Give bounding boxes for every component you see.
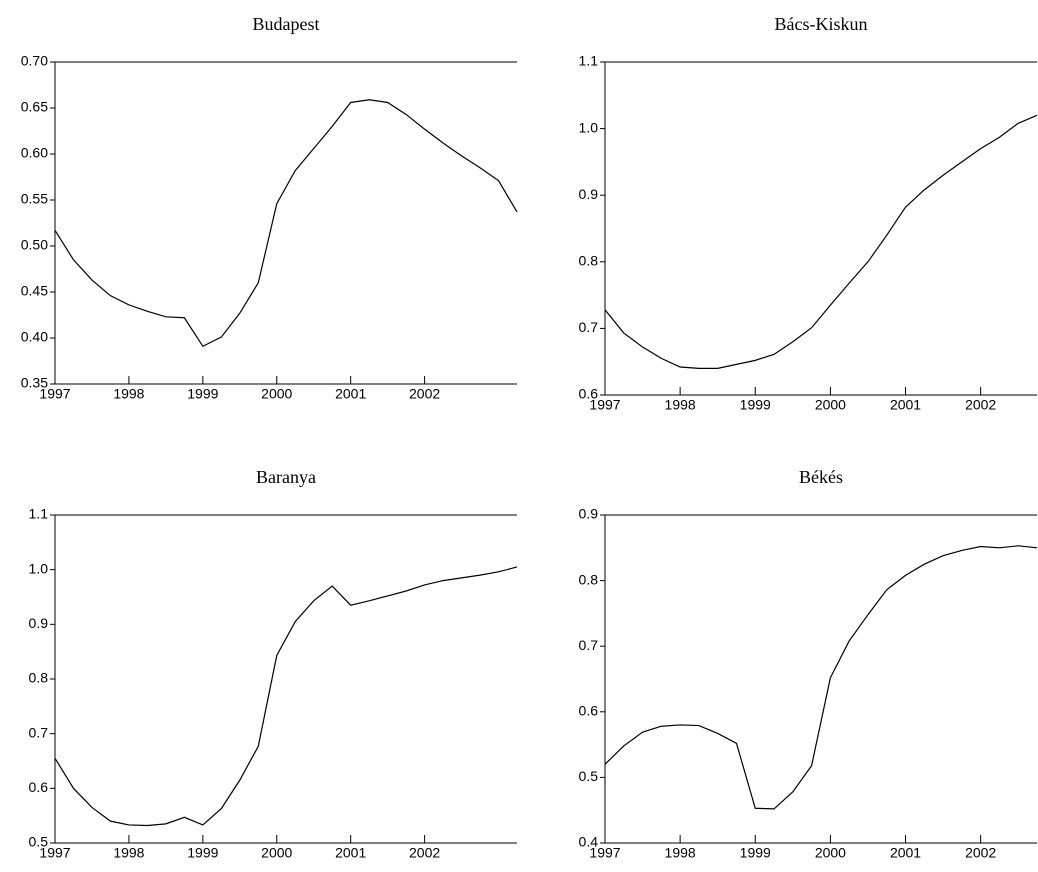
x-tick-label: 2000 [815,845,846,861]
y-tick-label: 0.6 [29,779,49,795]
y-tick-label: 1.0 [29,560,49,576]
chart-title: Bács-Kiskun [775,14,868,34]
y-tick-label: 0.50 [21,237,48,253]
y-tick-label: 1.1 [579,53,599,69]
x-tick-label: 1999 [740,845,771,861]
chart-title: Budapest [253,14,320,34]
y-tick-label: 0.9 [29,615,49,631]
x-tick-label: 2002 [409,845,440,861]
y-tick-label: 0.8 [579,253,599,269]
y-tick-label: 0.6 [579,386,599,402]
x-tick-label: 2001 [890,397,921,413]
y-tick-label: 0.35 [21,375,48,391]
y-tick-label: 0.5 [579,768,599,784]
x-tick-label: 1998 [665,845,696,861]
x-tick-label: 2000 [261,845,292,861]
x-tick-label: 2001 [335,386,366,402]
x-tick-label: 1998 [113,386,144,402]
y-tick-label: 0.55 [21,191,48,207]
y-tick-label: 0.5 [29,834,49,850]
x-tick-label: 1999 [187,386,218,402]
y-tick-label: 0.70 [21,53,48,69]
x-tick-label: 1997 [589,397,620,413]
y-tick-label: 0.4 [579,834,599,850]
y-tick-label: 0.9 [579,506,599,522]
data-line [604,545,1038,810]
x-tick-label: 1997 [39,386,70,402]
data-line [54,566,518,827]
chart-title: Békés [799,467,843,487]
y-tick-label: 0.8 [579,571,599,587]
y-tick-label: 0.45 [21,283,48,299]
x-tick-label: 2001 [890,845,921,861]
y-tick-label: 0.9 [579,186,599,202]
y-tick-label: 0.40 [21,329,48,345]
y-tick-label: 0.6 [579,703,599,719]
data-line [54,99,518,348]
x-tick-label: 2001 [335,845,366,861]
y-tick-label: 1.1 [29,506,49,522]
x-tick-label: 1999 [187,845,218,861]
y-tick-label: 0.60 [21,145,48,161]
x-tick-label: 2000 [261,386,292,402]
x-tick-label: 1997 [39,845,70,861]
data-line [604,114,1038,369]
x-tick-label: 2000 [815,397,846,413]
x-tick-label: 1999 [740,397,771,413]
y-tick-label: 0.7 [579,637,599,653]
y-tick-label: 0.7 [579,319,599,335]
x-tick-label: 2002 [965,397,996,413]
y-tick-label: 0.8 [29,670,49,686]
x-tick-label: 2002 [409,386,440,402]
y-tick-label: 0.7 [29,724,49,740]
x-tick-label: 2002 [965,845,996,861]
x-tick-label: 1998 [113,845,144,861]
x-tick-label: 1997 [589,845,620,861]
y-tick-label: 1.0 [579,119,599,135]
x-tick-label: 1998 [665,397,696,413]
chart-title: Baranya [256,467,316,487]
y-tick-label: 0.65 [21,99,48,115]
